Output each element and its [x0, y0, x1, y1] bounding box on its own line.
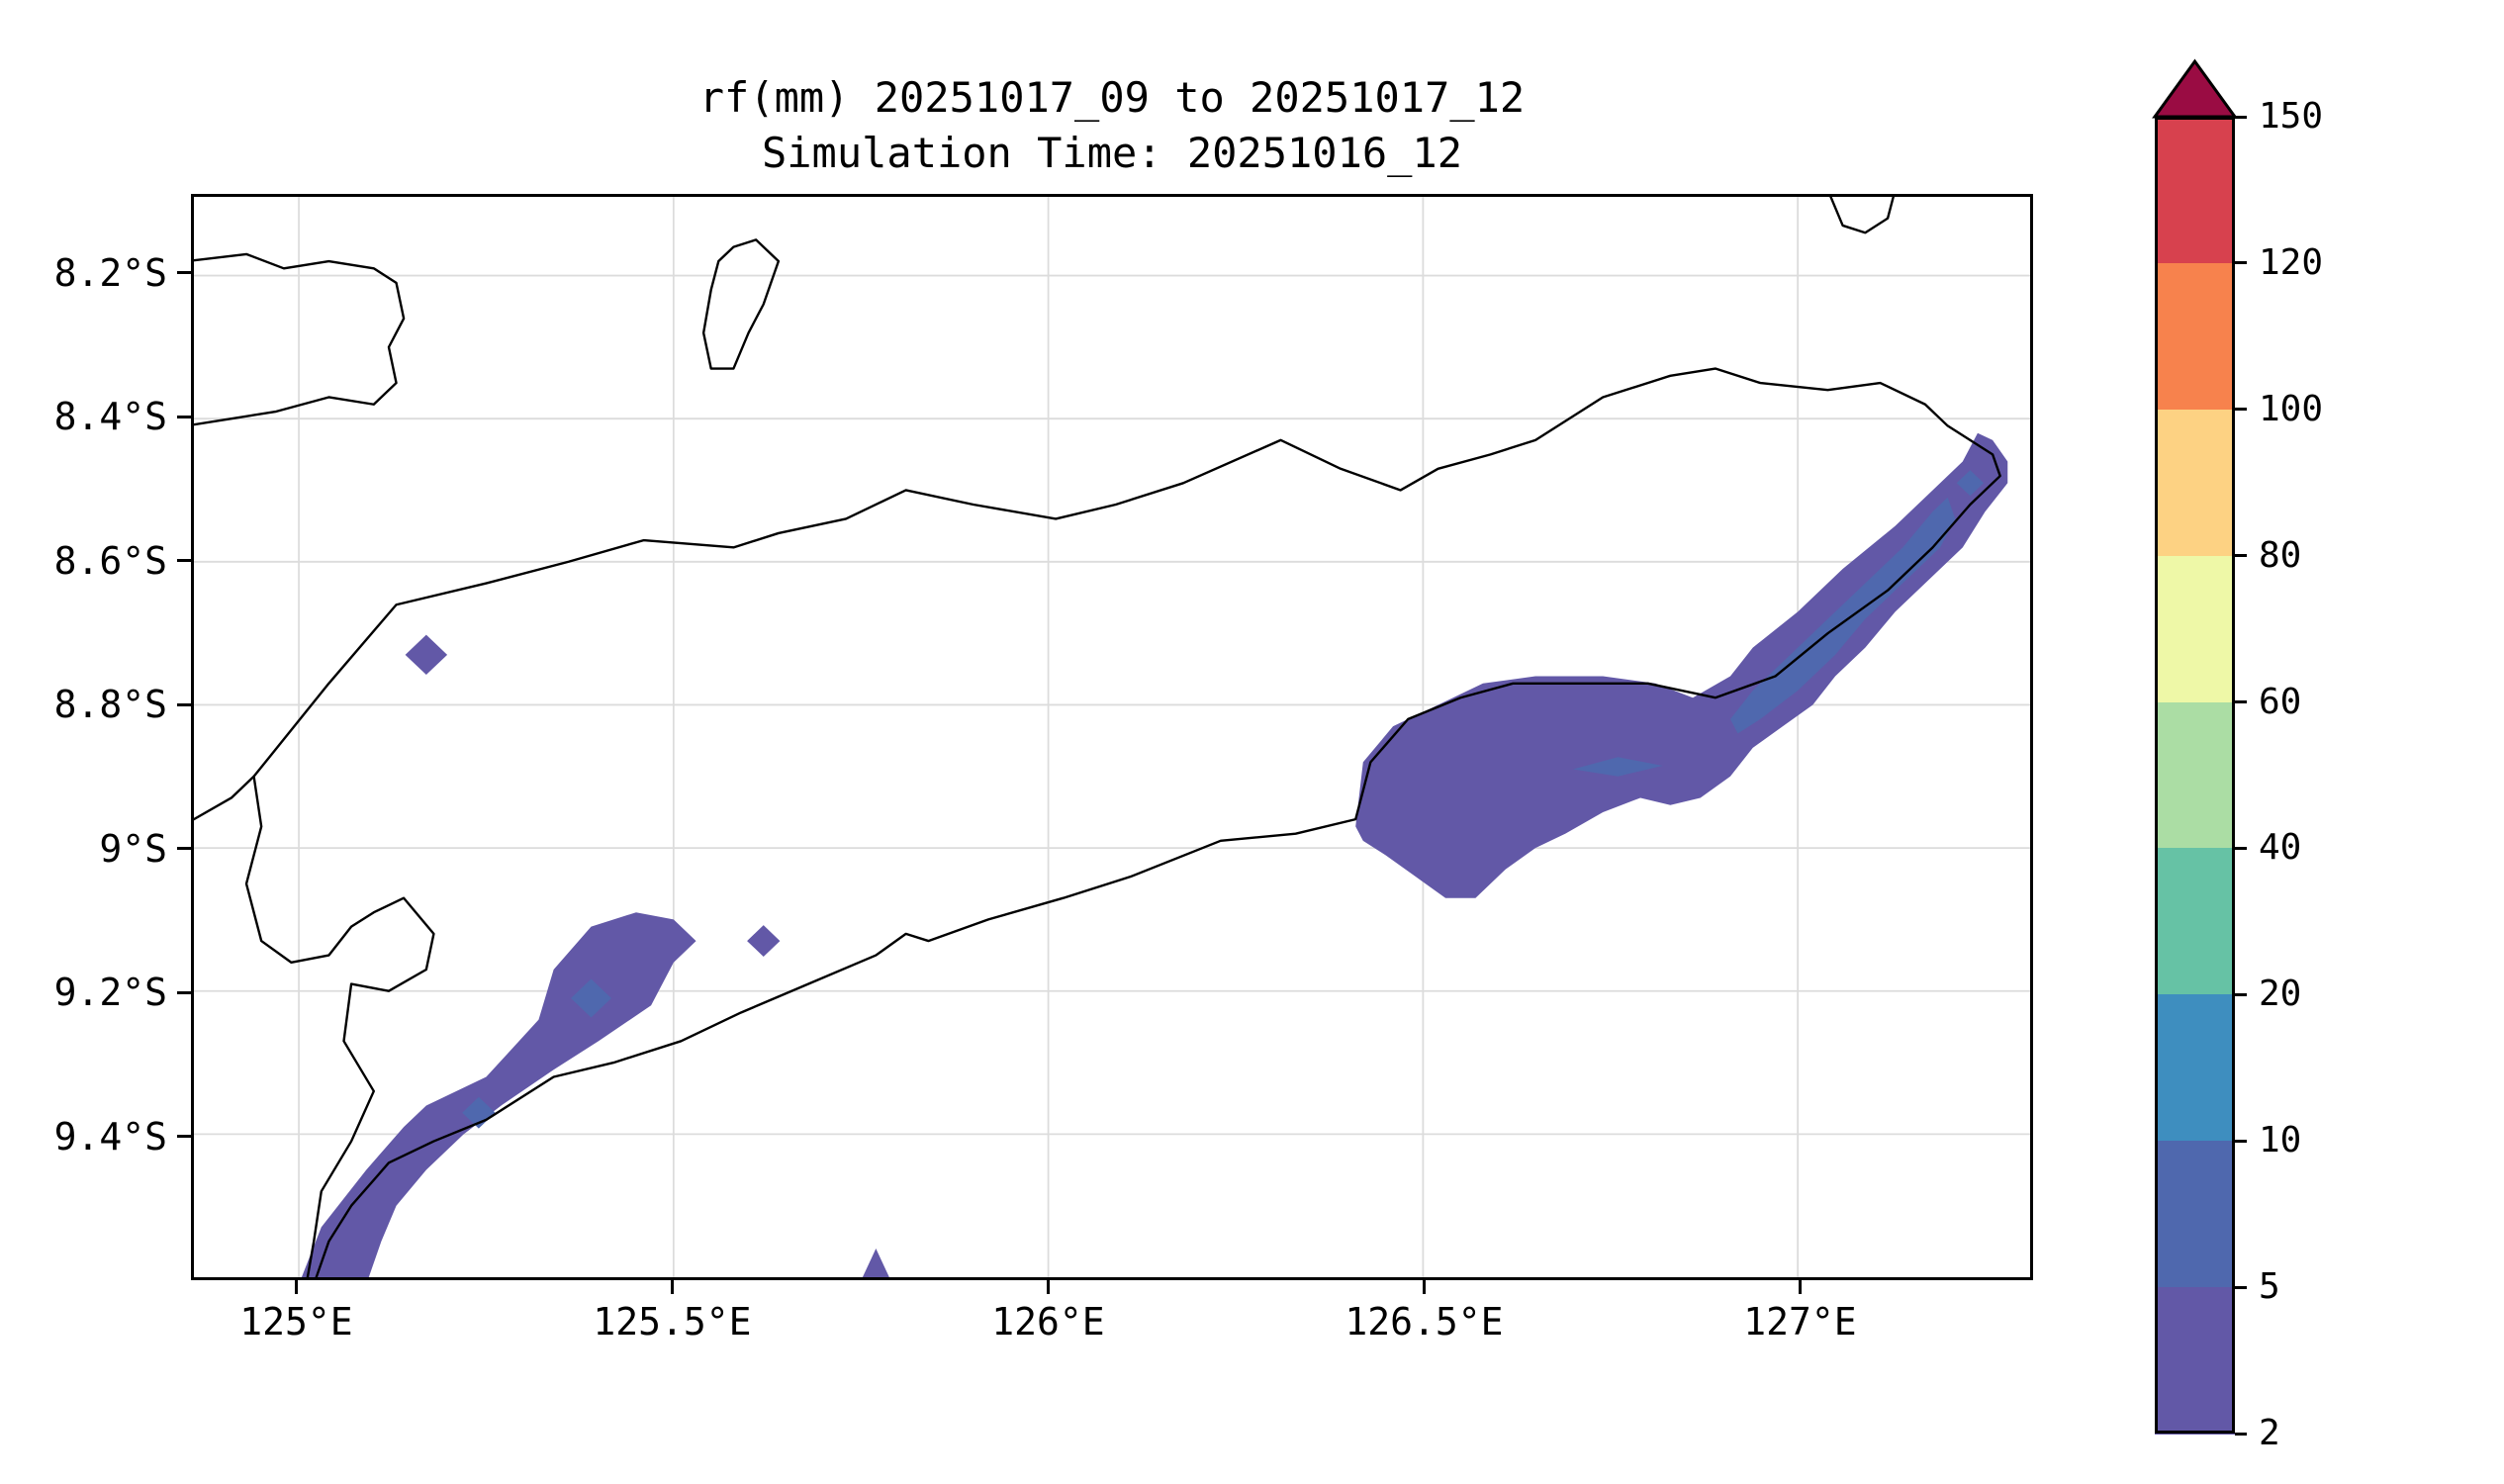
colorbar-tick-mark	[2235, 1139, 2247, 1143]
rain-contour-northeast-band	[1355, 432, 2008, 898]
colorbar-tick-label: 120	[2259, 241, 2324, 283]
rain-spot-east-tip-core	[1956, 470, 1985, 497]
colorbar-tick-label: 60	[2259, 681, 2302, 722]
x-tick-label: 125.5°E	[593, 1300, 752, 1344]
colorbar-tick-label: 20	[2259, 974, 2302, 1015]
rain-spot-north-coast-spot	[405, 634, 448, 676]
y-tick-label: 9°S	[99, 826, 167, 871]
colorbar-segment	[2155, 994, 2235, 1143]
colorbar-segment	[2155, 848, 2235, 996]
x-tick-mark	[1422, 1280, 1426, 1294]
y-tick-label: 8.4°S	[53, 395, 167, 439]
coastline-atauro-island	[701, 238, 781, 370]
colorbar-segment	[2155, 409, 2235, 557]
colorbar-tick-mark	[2235, 1432, 2247, 1436]
colorbar-tick-label: 2	[2259, 1413, 2280, 1453]
y-tick-mark	[177, 1135, 191, 1139]
rain-contour-south-edge-spot	[862, 1249, 889, 1277]
y-tick-mark	[177, 559, 191, 563]
colorbar-tick-label: 5	[2259, 1266, 2280, 1308]
rain-contour-northeast-inner-band	[1729, 497, 1956, 734]
y-tick-label: 9.4°S	[53, 1114, 167, 1159]
rain-spot-central-south-spot	[747, 925, 781, 957]
rain-contour-northeast-sliver	[1572, 757, 1663, 777]
x-tick-mark	[294, 1280, 298, 1294]
y-tick-mark	[177, 271, 191, 275]
colorbar-segment	[2155, 1287, 2235, 1435]
colorbar-segment	[2155, 1141, 2235, 1289]
colorbar-tick-label: 10	[2259, 1120, 2302, 1161]
x-tick-label: 126.5°E	[1345, 1300, 1504, 1344]
colorbar-segment	[2155, 555, 2235, 703]
x-tick-mark	[1046, 1280, 1050, 1294]
colorbar-tick-mark	[2235, 1285, 2247, 1289]
coastline-west-timor-coast	[244, 775, 435, 1277]
x-tick-label: 126°E	[991, 1300, 1105, 1344]
colorbar-tick-mark	[2235, 992, 2247, 996]
colorbar-tick-label: 100	[2259, 388, 2324, 429]
y-tick-mark	[177, 847, 191, 851]
map-plot-area	[191, 194, 2033, 1280]
coastline-timor-main	[194, 367, 2001, 1277]
colorbar-tick-mark	[2235, 846, 2247, 850]
colorbar-segment	[2155, 262, 2235, 411]
colorbar-tick-mark	[2235, 554, 2247, 558]
chart-title: rf(mm) 20251017_09 to 20251017_12	[698, 73, 1526, 122]
colorbar-tick-mark	[2235, 261, 2247, 265]
y-tick-label: 8.8°S	[53, 683, 167, 727]
colorbar-tick-mark	[2235, 700, 2247, 704]
x-tick-label: 127°E	[1743, 1300, 1857, 1344]
y-tick-label: 8.2°S	[53, 250, 167, 295]
y-tick-mark	[177, 990, 191, 994]
colorbar-segment	[2155, 117, 2235, 264]
coastline-wetar-corner	[1829, 197, 1895, 234]
y-tick-mark	[177, 702, 191, 706]
colorbar-over-arrow-shape	[2152, 58, 2238, 119]
coastline-alor-island	[194, 252, 406, 426]
rainfall-map-svg	[194, 197, 2030, 1277]
colorbar-segment	[2155, 701, 2235, 850]
colorbar-tick-label: 150	[2259, 96, 2324, 137]
y-tick-label: 9.2°S	[53, 971, 167, 1015]
x-tick-mark	[670, 1280, 674, 1294]
colorbar-outline	[2155, 117, 2235, 1434]
rain-contour-southwest-coastal-band	[301, 912, 696, 1277]
colorbar-tick-label: 40	[2259, 827, 2302, 869]
x-tick-label: 125°E	[239, 1300, 353, 1344]
colorbar-tick-mark	[2235, 115, 2247, 119]
chart-subtitle: Simulation Time: 20251016_12	[761, 129, 1462, 177]
rain-spot-sw-band-core-1	[571, 978, 611, 1018]
y-tick-label: 8.6°S	[53, 538, 167, 583]
colorbar-over-arrow	[2152, 58, 2238, 119]
y-tick-mark	[177, 415, 191, 418]
colorbar-tick-mark	[2235, 408, 2247, 412]
x-tick-mark	[1798, 1280, 1802, 1294]
colorbar-tick-label: 80	[2259, 534, 2302, 576]
